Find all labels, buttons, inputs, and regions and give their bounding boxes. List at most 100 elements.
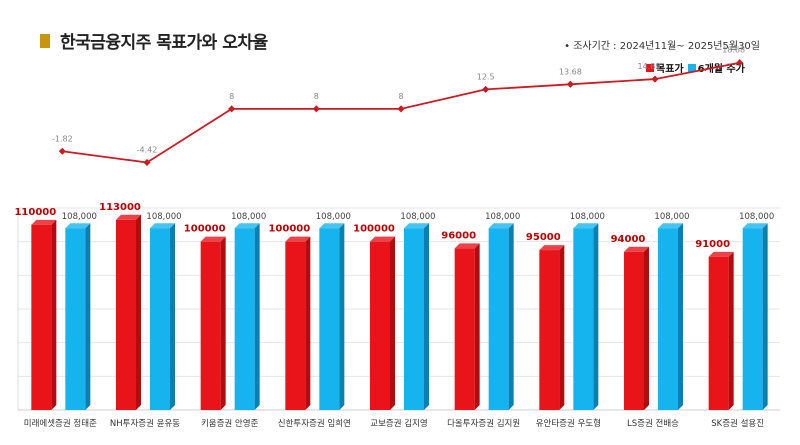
price-bar-side [424, 223, 429, 410]
price-bar-top [658, 223, 683, 229]
legend-label-price: 6개월 주가 [697, 64, 745, 75]
price-bar [65, 223, 91, 410]
target-bar-side [644, 246, 649, 410]
target-value-label: 100000 [184, 224, 226, 235]
price-bar [150, 223, 175, 410]
error-rate-point [566, 80, 574, 88]
price-value-label: 108,000 [62, 212, 97, 222]
price-bar [658, 223, 683, 410]
price-bar-top [150, 223, 175, 229]
legend-label-target: 목표가 [656, 64, 684, 75]
error-rate-point [736, 59, 744, 67]
price-bar-top [234, 223, 260, 229]
error-rate-label: 12.5 [477, 72, 495, 81]
target-bar-front [624, 251, 644, 410]
target-bar-front [116, 219, 136, 410]
error-rate-point [143, 158, 151, 167]
price-bar [488, 223, 514, 410]
category-label: NH투자증권 윤유동 [110, 418, 180, 429]
price-bar [404, 223, 429, 410]
error-rate-point [228, 105, 236, 113]
target-bar-side [559, 245, 565, 410]
error-rate-label: -4.42 [137, 145, 158, 154]
price-value-label: 108,000 [654, 212, 689, 222]
chart-title: 한국금융지주 목표가와 오차율 [60, 33, 268, 53]
target-bar-top [285, 236, 311, 242]
target-bar-top [200, 236, 226, 242]
legend-swatch-price [687, 63, 696, 72]
target-bar-top [708, 251, 734, 257]
error-rate-label: 18.68 [722, 46, 745, 55]
category-label: 미래에셋증권 정태준 [24, 418, 97, 429]
price-value-label: 108,000 [231, 212, 266, 222]
price-bar [573, 223, 599, 410]
target-bar [370, 236, 395, 410]
category-label: 키움증권 안영준 [201, 418, 259, 429]
category-label: SK증권 설용진 [711, 418, 764, 429]
target-bar-top [539, 245, 565, 251]
price-value-label: 108,000 [400, 212, 435, 222]
price-bar-front [234, 228, 255, 410]
error-rate-point [651, 75, 659, 83]
error-rate-point [58, 147, 66, 155]
target-bar [624, 246, 649, 410]
title-area: 한국금융지주 목표가와 오차율 [40, 28, 268, 53]
target-bar-top [31, 219, 57, 225]
error-rate-label: 8 [314, 92, 319, 101]
target-bar-side [136, 214, 141, 410]
price-bar-front [742, 228, 763, 410]
price-bar [742, 223, 768, 410]
target-bar-top [370, 236, 395, 242]
target-bar-side [474, 243, 480, 410]
error-rate-point [312, 105, 320, 113]
error-rate-label: 13.68 [559, 67, 582, 76]
target-bar-side [390, 236, 395, 410]
price-bar-side [170, 223, 175, 410]
price-bar-front [658, 228, 678, 410]
price-value-label: 108,000 [146, 212, 181, 222]
price-bar-front [573, 228, 594, 410]
target-bar [31, 219, 57, 410]
target-bar-side [728, 251, 734, 410]
price-bar-side [762, 223, 768, 410]
target-bar [285, 236, 311, 410]
target-value-label: 96000 [441, 230, 476, 241]
target-value-label: 91000 [695, 239, 730, 250]
price-bar-top [404, 223, 429, 229]
price-value-label: 108,000 [316, 212, 351, 222]
target-bar [454, 243, 480, 410]
legend-item-target: 목표가 [646, 60, 684, 75]
target-bar [116, 214, 141, 410]
category-label: 교보증권 김지영 [370, 418, 427, 429]
target-value-label: 94000 [611, 234, 646, 245]
price-bar [319, 223, 345, 410]
target-bar [539, 245, 565, 410]
price-bar-side [508, 223, 514, 410]
price-bar-side [85, 223, 91, 410]
target-bar-top [116, 214, 141, 220]
target-value-label: 113000 [99, 202, 141, 213]
price-bar-top [742, 223, 768, 229]
price-bar-front [404, 228, 424, 410]
price-bar-top [65, 223, 91, 229]
error-rate-point [397, 105, 405, 113]
error-rate-label: -1.82 [52, 134, 73, 143]
price-bar-top [573, 223, 599, 229]
target-bar-front [454, 248, 475, 410]
target-bar-front [200, 241, 221, 410]
price-bar-top [319, 223, 345, 229]
price-value-label: 108,000 [739, 212, 774, 222]
target-bar-front [31, 224, 52, 410]
target-value-label: 110000 [14, 207, 56, 218]
title-marker-icon [40, 33, 50, 48]
price-bar-front [488, 228, 509, 410]
target-bar-side [51, 219, 57, 410]
target-bar [708, 251, 734, 410]
error-rate-label: 8 [398, 92, 403, 101]
price-bar-front [65, 228, 86, 410]
error-rate-label: 8 [229, 92, 234, 101]
target-bar-front [285, 241, 306, 410]
price-bar [234, 223, 260, 410]
price-bar-side [593, 223, 599, 410]
target-bar-side [220, 236, 226, 410]
